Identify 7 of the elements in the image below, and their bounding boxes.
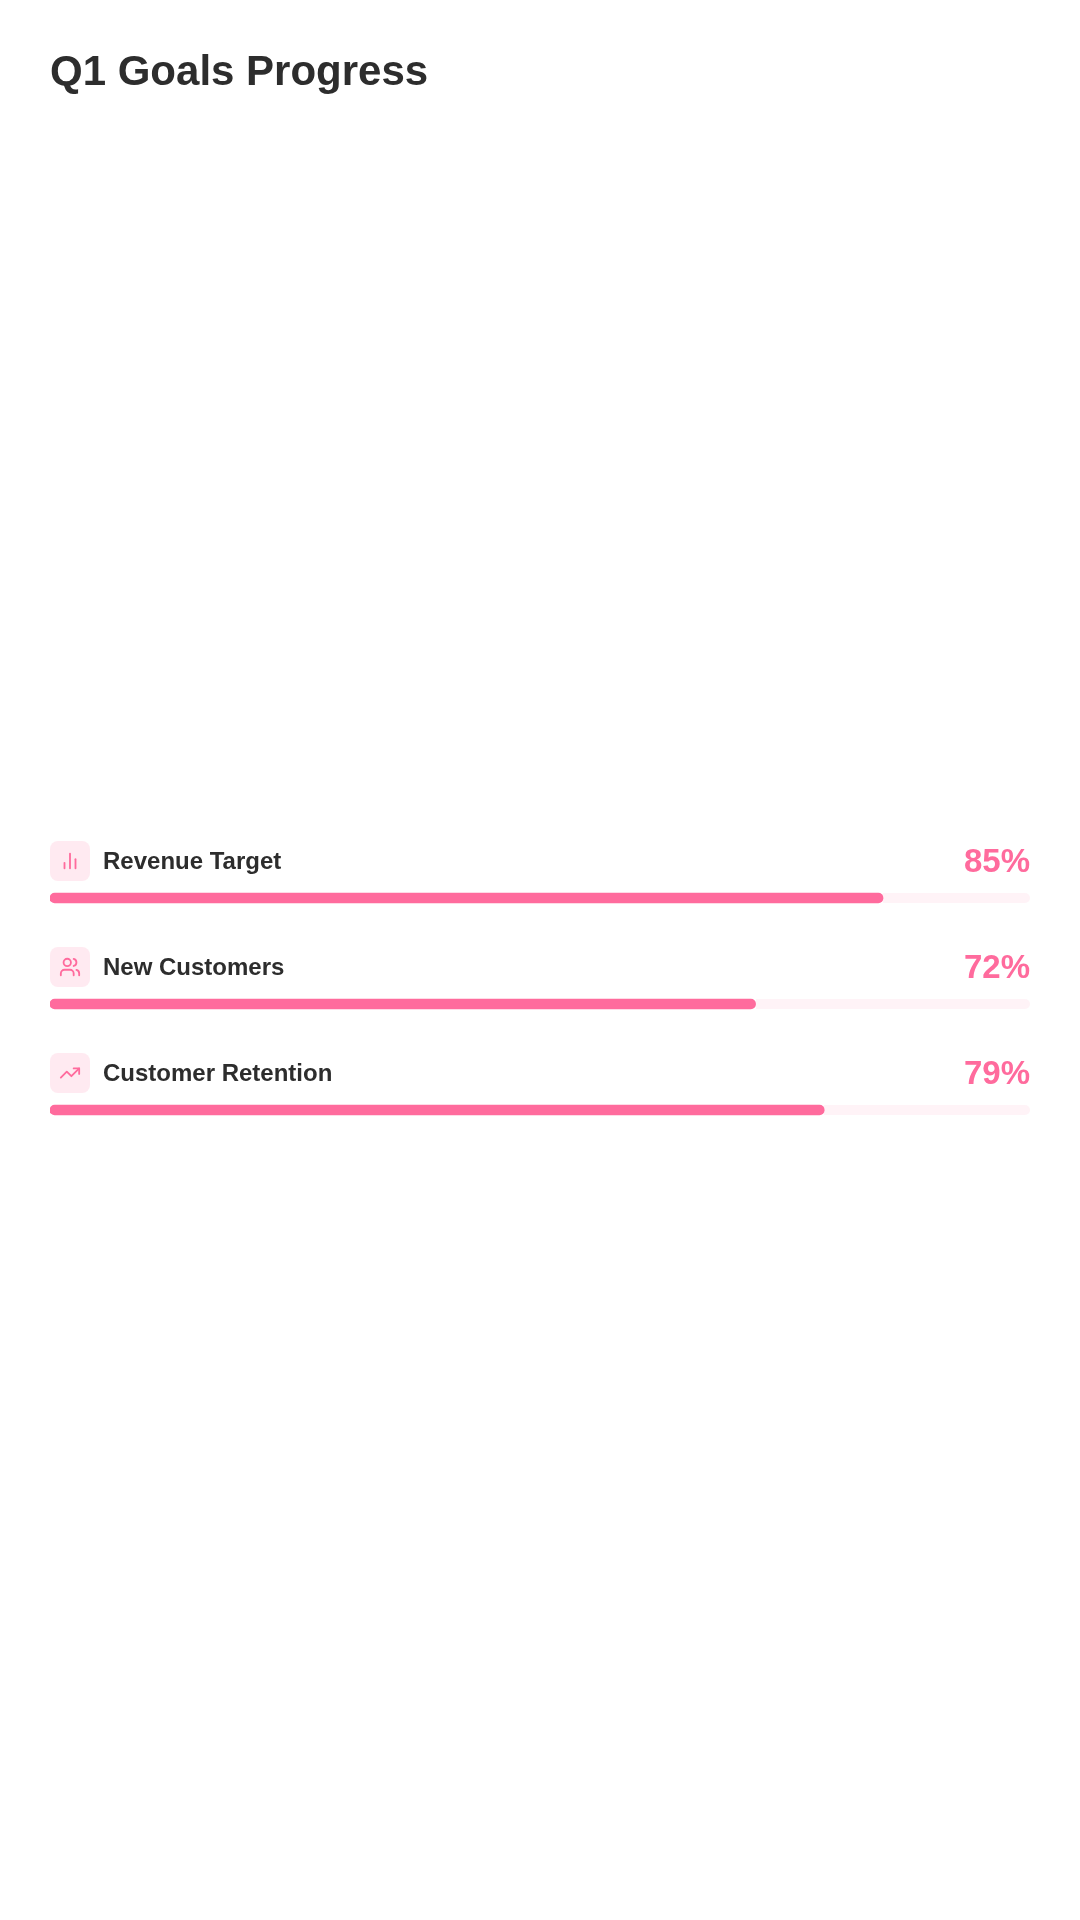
y-tick-label: New Customers xyxy=(103,953,285,980)
data-label: 72% xyxy=(963,948,1030,985)
y-tick-label: Customer Retention xyxy=(103,1059,333,1086)
data-label: 85% xyxy=(963,842,1030,879)
data-label: 79% xyxy=(963,1054,1030,1091)
y-tick-label: Revenue Target xyxy=(103,847,282,874)
chart-title: Q1 Goals Progress xyxy=(50,46,429,94)
